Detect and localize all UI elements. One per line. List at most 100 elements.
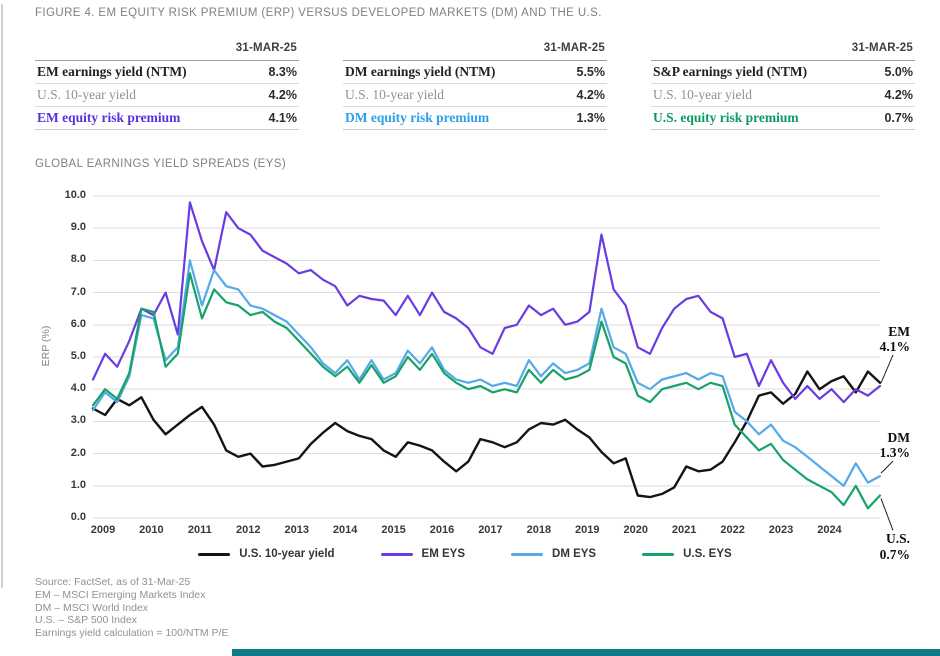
legend-label: U.S. 10-year yield — [239, 548, 335, 560]
row-label: U.S. 10-year yield — [37, 87, 136, 102]
legend-item: EM EYS — [380, 548, 466, 560]
annotation-connector-line — [880, 498, 894, 531]
summary-table-0: 31-MAR-25 EM earnings yield (NTM) 8.3% U.S.… — [35, 42, 299, 130]
summary-tables: 31-MAR-25 EM earnings yield (NTM) 8.3% U.S.… — [35, 42, 915, 130]
legend-swatch-icon — [198, 552, 231, 556]
footnote-line: DM – MSCI World Index — [35, 601, 149, 614]
y-tick-label: 10.0 — [64, 189, 86, 201]
footer-accent-bar — [232, 649, 940, 656]
table-row: EM equity risk premium 4.1% — [35, 107, 299, 130]
legend-label: EM EYS — [421, 548, 466, 560]
footnote-line: EM – MSCI Emerging Markets Index — [35, 588, 206, 601]
row-label: EM earnings yield (NTM) — [37, 64, 187, 79]
row-value: 4.2% — [576, 88, 606, 102]
x-tick-label: 2024 — [817, 524, 842, 536]
chart-section-title: GLOBAL EARNINGS YIELD SPREADS (EYS) — [35, 158, 287, 170]
legend-swatch-icon — [380, 552, 413, 556]
x-tick-label: 2020 — [623, 524, 648, 536]
row-value: 0.7% — [884, 111, 914, 125]
chart-legend: U.S. 10-year yield EM EYS DM EYS U.S. EYS — [60, 548, 870, 560]
row-label: U.S. 10-year yield — [345, 87, 444, 102]
y-tick-label: 7.0 — [70, 285, 86, 298]
x-tick-label: 2016 — [429, 524, 455, 536]
y-tick-label: 1.0 — [70, 478, 86, 491]
row-label: U.S. equity risk premium — [653, 110, 799, 125]
annotation-em: EM 4.1% — [858, 324, 910, 354]
x-tick-label: 2022 — [720, 524, 745, 536]
series-line-u-s-10-year-yield — [91, 370, 882, 499]
table-row: S&P earnings yield (NTM) 5.0% — [651, 61, 915, 84]
legend-item: U.S. 10-year yield — [198, 548, 335, 560]
y-tick-label: 8.0 — [70, 253, 86, 266]
y-tick-label: 6.0 — [70, 317, 86, 330]
legend-item: DM EYS — [511, 548, 596, 560]
legend-swatch-icon — [511, 552, 544, 556]
footnote-line: Earnings yield calculation = 100/NTM P/E — [35, 627, 229, 640]
y-tick-label: 3.0 — [70, 414, 86, 427]
x-tick-label: 2015 — [381, 524, 406, 536]
row-value: 4.1% — [268, 111, 298, 125]
table-row: DM earnings yield (NTM) 5.5% — [343, 61, 607, 84]
x-tick-label: 2018 — [526, 524, 552, 536]
annotation-value: 1.3% — [879, 445, 910, 461]
row-label: DM equity risk premium — [345, 110, 490, 125]
annotation-us: U.S. 0.7% — [858, 531, 910, 561]
table-date-header: 31-MAR-25 — [543, 42, 605, 54]
row-label: U.S. 10-year yield — [653, 87, 752, 102]
footnote-line: Source: FactSet, as of 31-Mar-25 — [35, 576, 191, 588]
series-line-em-eys — [91, 201, 882, 404]
legend-label: U.S. EYS — [683, 548, 732, 560]
x-tick-label: 2019 — [575, 524, 600, 536]
annotation-connector-line — [880, 460, 894, 474]
legend-swatch-icon — [642, 552, 675, 556]
x-tick-label: 2017 — [478, 524, 503, 536]
source-footnotes: Source: FactSet, as of 31-Mar-25 EM – MSC… — [35, 576, 228, 640]
y-tick-label: 0.0 — [70, 511, 86, 523]
series-line-dm-eys — [91, 259, 882, 487]
footnote-line: U.S. – S&P 500 Index — [35, 614, 137, 627]
row-value: 1.3% — [576, 111, 606, 125]
legend-label: DM EYS — [552, 548, 597, 560]
annotation-label: DM — [887, 430, 911, 446]
annotation-label: EM — [888, 323, 910, 339]
table-row: U.S. 10-year yield 4.2% — [343, 84, 607, 107]
table-row: U.S. equity risk premium 0.7% — [651, 107, 915, 130]
y-tick-label: 9.0 — [70, 221, 86, 234]
y-tick-label: 4.0 — [70, 382, 86, 395]
figure-title: FIGURE 4. EM EQUITY RISK PREMIUM (ERP) V… — [35, 7, 602, 19]
legend-item: U.S. EYS — [642, 548, 732, 560]
x-tick-label: 2014 — [332, 524, 358, 536]
table-row: EM earnings yield (NTM) 8.3% — [35, 61, 299, 84]
row-value: 8.3% — [268, 65, 298, 79]
row-value: 5.5% — [576, 65, 606, 79]
x-tick-label: 2021 — [671, 524, 697, 536]
summary-table-2: 31-MAR-25 S&P earnings yield (NTM) 5.0% U.S… — [651, 42, 915, 130]
x-tick-label: 2023 — [768, 524, 794, 536]
x-tick-label: 2010 — [139, 524, 164, 536]
annotation-value: 0.7% — [879, 546, 910, 562]
table-row: U.S. 10-year yield 4.2% — [35, 84, 299, 107]
series-line-u-s-eys — [91, 272, 882, 510]
annotation-dm: DM 1.3% — [858, 430, 910, 460]
annotation-value: 4.1% — [879, 339, 910, 355]
annotation-connector-line — [880, 354, 894, 384]
x-tick-label: 2013 — [284, 524, 309, 536]
left-border-line — [1, 4, 3, 588]
table-row: DM equity risk premium 1.3% — [343, 107, 607, 130]
row-label: DM earnings yield (NTM) — [345, 64, 496, 79]
row-label: EM equity risk premium — [37, 110, 181, 125]
row-value: 5.0% — [884, 65, 914, 79]
y-tick-label: 2.0 — [70, 446, 86, 459]
x-tick-label: 2009 — [90, 524, 116, 536]
table-date-header: 31-MAR-25 — [235, 42, 297, 54]
row-value: 4.2% — [884, 88, 914, 102]
table-row: U.S. 10-year yield 4.2% — [651, 84, 915, 107]
x-tick-label: 2012 — [236, 524, 261, 536]
summary-table-1: 31-MAR-25 DM earnings yield (NTM) 5.5% U.S.… — [343, 42, 607, 130]
table-date-header: 31-MAR-25 — [851, 42, 913, 54]
annotation-label: U.S. — [885, 531, 910, 547]
y-tick-label: 5.0 — [70, 350, 86, 362]
row-label: S&P earnings yield (NTM) — [653, 64, 808, 79]
row-value: 4.2% — [268, 88, 298, 102]
